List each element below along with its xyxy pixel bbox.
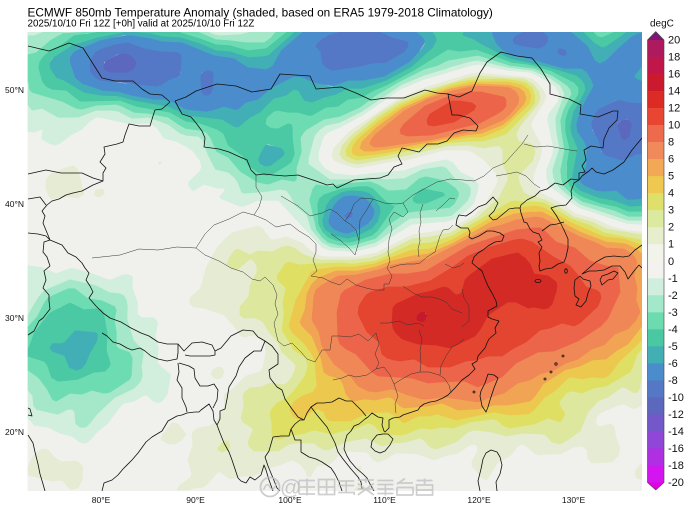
svg-text:130°E: 130°E: [562, 495, 586, 505]
svg-text:16: 16: [668, 69, 680, 81]
svg-text:@: @: [280, 477, 301, 500]
svg-text:-8: -8: [668, 375, 678, 387]
svg-text:3: 3: [668, 205, 674, 217]
svg-text:-2: -2: [668, 290, 678, 302]
svg-text:-1: -1: [668, 273, 678, 285]
svg-text:0: 0: [668, 256, 674, 268]
svg-text:-4: -4: [668, 324, 678, 336]
svg-text:14: 14: [668, 86, 680, 98]
svg-text:10: 10: [668, 120, 680, 132]
svg-text:20: 20: [668, 35, 680, 47]
svg-text:-14: -14: [668, 426, 684, 438]
svg-text:-20: -20: [668, 477, 684, 489]
svg-text:-6: -6: [668, 358, 678, 370]
svg-text:-5: -5: [668, 341, 678, 353]
svg-text:110°E: 110°E: [373, 495, 396, 505]
svg-text:100°E: 100°E: [278, 495, 302, 505]
svg-text:8: 8: [668, 137, 674, 149]
svg-text:120°E: 120°E: [467, 495, 491, 505]
svg-text:4: 4: [668, 188, 674, 200]
svg-text:-16: -16: [668, 443, 684, 455]
svg-text:-10: -10: [668, 392, 684, 404]
svg-text:1: 1: [668, 239, 674, 251]
svg-text:30°N: 30°N: [5, 313, 24, 323]
svg-text:-3: -3: [668, 307, 678, 319]
svg-text:80°E: 80°E: [92, 495, 111, 505]
svg-text:2025/10/10 Fri 12Z [+0h] valid: 2025/10/10 Fri 12Z [+0h] valid at 2025/1…: [28, 19, 255, 30]
svg-text:90°E: 90°E: [186, 495, 205, 505]
svg-text:18: 18: [668, 52, 680, 64]
svg-text:2: 2: [668, 222, 674, 234]
svg-text:ECMWF 850mb Temperature Anomal: ECMWF 850mb Temperature Anomaly (shaded,…: [28, 6, 493, 20]
svg-text:50°N: 50°N: [5, 85, 24, 95]
svg-text:5: 5: [668, 171, 674, 183]
svg-text:-18: -18: [668, 460, 684, 472]
svg-text:12: 12: [668, 103, 680, 115]
svg-text:6: 6: [668, 154, 674, 166]
svg-text:degC: degC: [650, 19, 674, 30]
svg-text:20°N: 20°N: [5, 427, 24, 437]
svg-text:-12: -12: [668, 409, 684, 421]
svg-text:40°N: 40°N: [5, 199, 24, 209]
